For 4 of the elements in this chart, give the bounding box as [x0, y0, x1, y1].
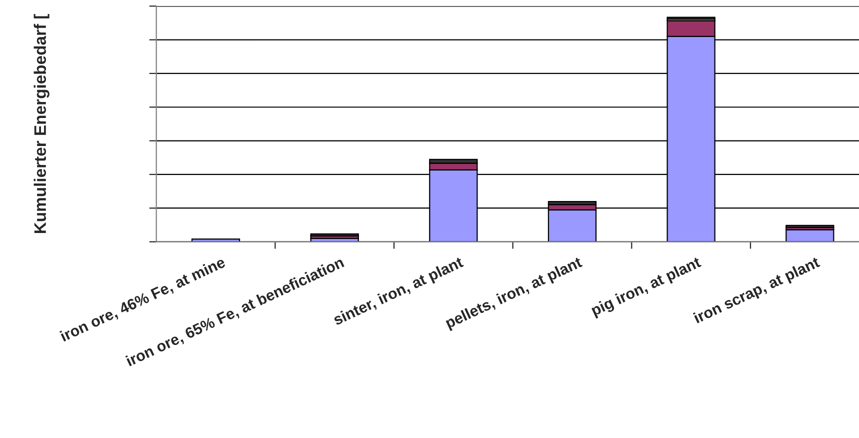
bar [548, 209, 597, 242]
bar [310, 233, 359, 236]
y-axis-title: Kumulierter Energiebedarf [ [34, 14, 50, 234]
bar [786, 224, 834, 228]
